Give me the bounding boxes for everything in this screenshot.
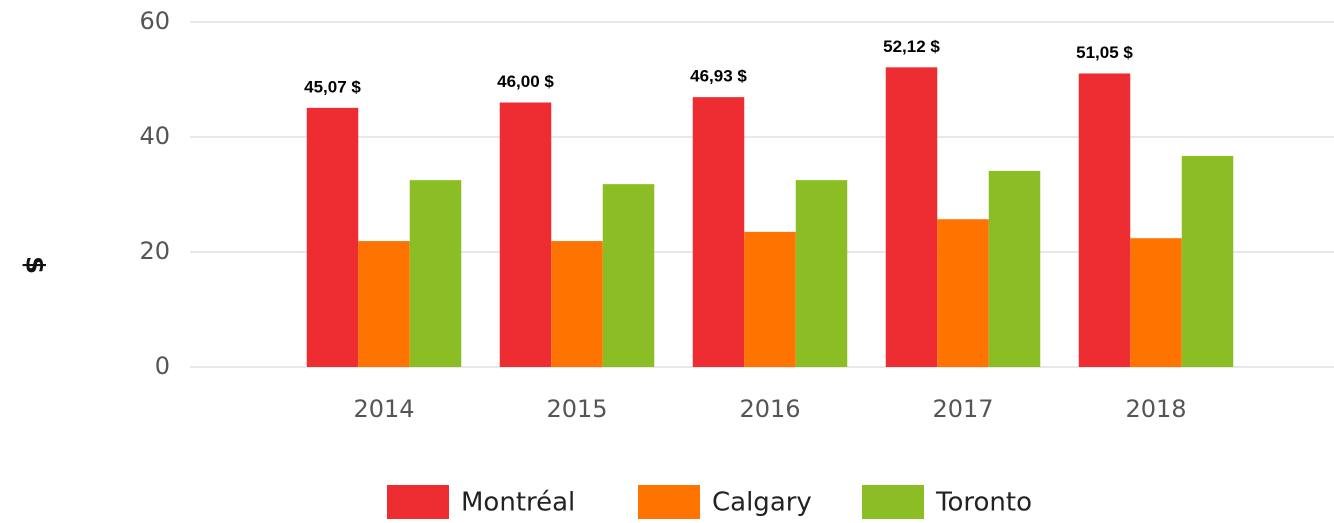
bar bbox=[551, 241, 603, 367]
value-label: 46,00 $ bbox=[497, 72, 554, 91]
y-axis-label: $ bbox=[20, 256, 50, 274]
legend-swatch bbox=[862, 485, 924, 519]
bar bbox=[988, 170, 1041, 367]
y-tick-label: 20 bbox=[139, 237, 170, 265]
x-tick-label: 2018 bbox=[1125, 395, 1186, 423]
y-tick-label: 0 bbox=[155, 352, 170, 380]
y-tick-label: 60 bbox=[139, 7, 170, 35]
bar bbox=[499, 102, 552, 367]
x-tick-label: 2014 bbox=[353, 395, 414, 423]
bar bbox=[306, 107, 359, 367]
value-label: 51,05 $ bbox=[1076, 43, 1133, 62]
bar bbox=[692, 97, 745, 367]
legend-label: Montréal bbox=[461, 488, 575, 518]
bar bbox=[409, 180, 462, 367]
bar bbox=[744, 231, 796, 367]
legend-label: Toronto bbox=[935, 488, 1032, 518]
bar bbox=[885, 67, 938, 367]
x-tick-label: 2017 bbox=[932, 395, 993, 423]
x-tick-label: 2016 bbox=[739, 395, 800, 423]
y-tick-label: 40 bbox=[139, 122, 170, 150]
x-tick-label: 2015 bbox=[546, 395, 607, 423]
bar bbox=[602, 184, 655, 367]
bar bbox=[937, 219, 989, 367]
legend-swatch bbox=[387, 485, 449, 519]
bar bbox=[1181, 155, 1234, 367]
bar bbox=[1130, 238, 1182, 367]
bar bbox=[795, 180, 848, 367]
value-label: 52,12 $ bbox=[883, 37, 940, 56]
legend-label: Calgary bbox=[712, 488, 812, 518]
value-label: 45,07 $ bbox=[304, 77, 361, 96]
legend-swatch bbox=[638, 485, 700, 519]
bar bbox=[1078, 73, 1131, 368]
bar bbox=[358, 241, 410, 367]
value-label: 46,93 $ bbox=[690, 67, 747, 86]
